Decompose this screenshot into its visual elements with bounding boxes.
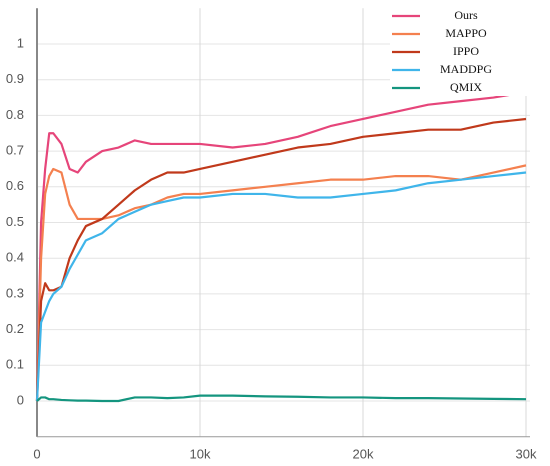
series-line [35, 164, 527, 402]
x-tick-label: 20k [353, 446, 374, 461]
x-tick-label: 30k [516, 446, 537, 461]
y-tick-label: 0.1 [6, 357, 24, 372]
y-tick-label: 0 [17, 392, 24, 407]
series-line [35, 117, 527, 402]
legend-label: MAPPO [445, 26, 487, 40]
series-line [36, 394, 527, 403]
y-tick-label: 0.3 [6, 285, 24, 300]
y-tick-label: 0.9 [6, 71, 24, 86]
series-line [35, 91, 527, 402]
x-tick-label: 0 [33, 446, 40, 461]
y-tick-label: 0.6 [6, 178, 24, 193]
x-tick-label: 10k [190, 446, 211, 461]
y-tick-label: 1 [17, 35, 24, 50]
y-tick-label: 0.5 [6, 214, 24, 229]
y-tick-label: 0.8 [6, 107, 24, 122]
legend-label: MADDPG [440, 62, 492, 76]
legend-label: QMIX [450, 80, 482, 94]
y-tick-label: 0.4 [6, 250, 24, 265]
y-tick-label: 0.7 [6, 143, 24, 158]
series-line [35, 171, 527, 402]
y-tick-label: 0.2 [6, 321, 24, 336]
legend-label: Ours [454, 8, 478, 22]
legend-label: IPPO [453, 44, 479, 58]
